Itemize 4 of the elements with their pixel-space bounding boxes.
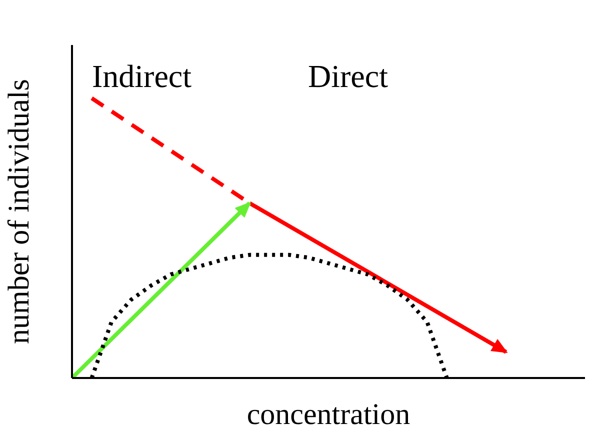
x-axis-title: concentration <box>246 398 410 431</box>
text: Indirect <box>92 58 192 95</box>
text: Direct <box>308 58 388 95</box>
y-axis-title: number of individuals <box>2 79 36 344</box>
